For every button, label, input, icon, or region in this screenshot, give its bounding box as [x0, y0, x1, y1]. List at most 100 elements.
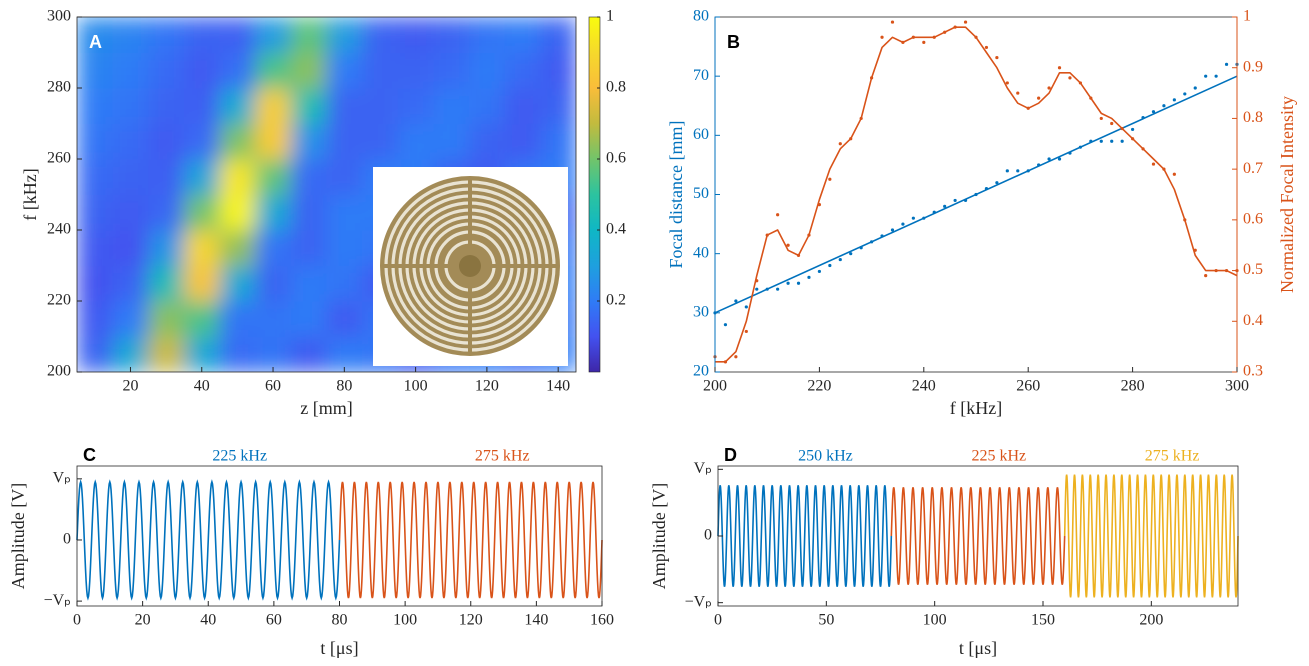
data-point [1204, 74, 1208, 78]
heatmap-cell [148, 88, 185, 125]
heatmap-cell [255, 123, 292, 160]
y-tick-label: 0 [704, 527, 712, 544]
y2-tick-label: 0.8 [1243, 109, 1263, 126]
data-point [849, 252, 853, 256]
x-tick-label: 0 [73, 612, 81, 629]
heatmap-cell [219, 230, 256, 267]
y2-tick-label: 0.4 [1243, 312, 1263, 329]
x-tick-label: 220 [807, 378, 831, 395]
colorbar [588, 16, 601, 373]
heatmap-cell [219, 159, 256, 196]
data-point [922, 40, 926, 44]
data-point [963, 20, 968, 24]
heatmap-cell [326, 194, 363, 231]
heatmap-cell [112, 123, 149, 160]
y-tick-label: 240 [47, 221, 71, 238]
data-point [744, 329, 748, 334]
heatmap-cell [540, 123, 576, 160]
data-point [807, 275, 811, 279]
y-axis-label: f [kHz] [20, 168, 40, 220]
heatmap-cell [77, 194, 114, 231]
heatmap-cell [469, 17, 506, 54]
y-tick-label: −Vₚ [685, 593, 712, 610]
heatmap-cell [290, 194, 328, 231]
y2-tick-label: 0.9 [1243, 58, 1263, 75]
heatmap-cell [148, 336, 185, 372]
heatmap-cell [148, 123, 185, 160]
x-tick-label: 150 [1031, 612, 1055, 629]
heatmap-cell [77, 88, 114, 125]
data-line [715, 26, 1238, 363]
x-axis-label: f [kHz] [950, 398, 1002, 418]
heatmap-cell [77, 336, 114, 372]
heatmap-cell [77, 159, 114, 196]
series-label: 275 kHz [1145, 448, 1200, 465]
y2-tick-label: 0.6 [1243, 211, 1263, 228]
heatmap-cell [183, 336, 221, 372]
heatmap-cell [290, 159, 328, 196]
y2-tick-label: 0.5 [1243, 261, 1263, 278]
data-point [995, 181, 999, 185]
y-tick-label: 0 [63, 531, 71, 548]
y-tick-label: 220 [47, 292, 71, 309]
x-axis-label: z [mm] [300, 398, 352, 418]
data-point [1172, 172, 1176, 176]
heatmap-cell [397, 123, 435, 160]
heatmap-cell [183, 123, 221, 160]
data-point [1057, 157, 1062, 161]
heatmap-cell [540, 17, 576, 54]
heatmap-cell [433, 17, 470, 54]
heatmap-cell [148, 230, 185, 267]
y-tick-label: 260 [47, 150, 71, 167]
y-tick-label: 40 [693, 244, 709, 261]
heatmap-cell [433, 123, 470, 160]
heatmap-cell [112, 194, 149, 231]
heatmap-cell [148, 265, 185, 302]
heatmap-cell [77, 301, 114, 338]
data-point [880, 35, 884, 39]
data-point [911, 216, 915, 220]
x-tick-label: 200 [703, 378, 727, 395]
x-tick-label: 60 [266, 612, 282, 629]
heatmap-cell [148, 194, 185, 231]
data-point [1151, 162, 1156, 166]
heatmap-cell [362, 123, 399, 160]
x-axis-label: t [μs] [959, 638, 997, 658]
series-label: 250 kHz [798, 448, 853, 465]
data-point [984, 45, 989, 50]
heatmap-cell [290, 336, 328, 372]
heatmap-cell [255, 301, 292, 338]
y-axis-label: Amplitude [V] [649, 483, 669, 589]
data-point [1120, 139, 1124, 143]
heatmap-cell [433, 52, 470, 89]
x-tick-label: 0 [714, 612, 722, 629]
heatmap-cell [540, 88, 576, 125]
heatmap-cell [112, 52, 149, 89]
heatmap-cell [326, 265, 363, 302]
heatmap-cell [504, 88, 541, 125]
heatmap-cell [219, 17, 256, 54]
x-tick-label: 50 [818, 612, 834, 629]
heatmap-cell [219, 194, 256, 231]
data-point [755, 287, 759, 291]
data-point [786, 243, 790, 247]
heatmap-cell [77, 52, 114, 89]
data-point [1037, 96, 1041, 100]
data-point [1193, 86, 1197, 90]
y2-tick-label: 0.7 [1243, 160, 1263, 177]
x-tick-label: 100 [393, 612, 417, 629]
heatmap-cell [219, 88, 256, 125]
y2-tick-label: 0.3 [1243, 363, 1263, 380]
data-point [838, 142, 842, 146]
series-label: 225 kHz [212, 448, 267, 465]
heatmap-cell [112, 230, 149, 267]
colorbar-tick-label: 1 [606, 8, 614, 25]
heatmap-cell [219, 301, 256, 338]
data-point [1047, 86, 1051, 90]
data-point [1224, 62, 1229, 66]
y-tick-label: Vₚ [53, 470, 71, 487]
heatmap-cell [255, 17, 292, 54]
heatmap-cell [183, 194, 221, 231]
data-point [796, 281, 801, 285]
